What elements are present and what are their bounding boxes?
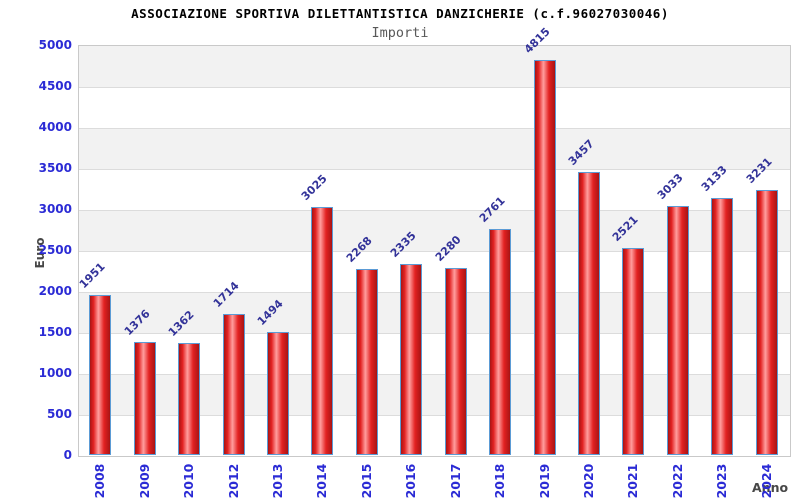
bar <box>755 190 778 455</box>
gridline <box>79 128 790 129</box>
y-tick-label: 1500 <box>38 325 72 339</box>
y-tick-label: 0 <box>63 448 72 462</box>
bar <box>533 60 556 455</box>
y-tick-label: 4500 <box>38 79 72 93</box>
bar <box>222 314 245 455</box>
bar <box>666 206 689 455</box>
gridline <box>79 210 790 211</box>
bar <box>489 228 512 455</box>
bar <box>178 343 201 455</box>
bar <box>311 206 334 455</box>
y-tick-label: 3000 <box>38 202 72 216</box>
x-tick-label: 2022 <box>669 463 685 499</box>
bar <box>89 295 112 455</box>
x-tick-label: 2009 <box>136 463 152 499</box>
x-tick-label: 2010 <box>181 463 197 499</box>
x-tick-label: 2015 <box>358 463 374 499</box>
chart-title: ASSOCIAZIONE SPORTIVA DILETTANTISTICA DA… <box>131 6 669 21</box>
x-axis-title: Anno <box>752 480 789 495</box>
bar <box>133 342 156 455</box>
gridline <box>79 87 790 88</box>
gridline <box>79 415 790 416</box>
x-tick-label: 2014 <box>314 463 330 499</box>
y-tick-label: 2000 <box>38 284 72 298</box>
x-tick-label: 2023 <box>714 463 730 499</box>
x-tick-label: 2020 <box>581 463 597 499</box>
y-tick-label: 5000 <box>38 38 72 52</box>
chart-subtitle: Importi <box>371 25 429 41</box>
bar <box>444 268 467 455</box>
x-tick-label: 2024 <box>758 463 774 499</box>
bar <box>266 332 289 455</box>
x-tick-label: 2019 <box>536 463 552 499</box>
y-tick-label: 2500 <box>38 243 72 257</box>
y-tick-label: 1000 <box>38 366 72 380</box>
x-tick-label: 2008 <box>92 463 108 499</box>
gridline <box>79 251 790 252</box>
x-tick-label: 2018 <box>492 463 508 499</box>
x-tick-label: 2021 <box>625 463 641 499</box>
x-tick-label: 2012 <box>225 463 241 499</box>
y-tick-label: 3500 <box>38 161 72 175</box>
y-tick-label: 500 <box>46 407 72 421</box>
y-tick-label: 4000 <box>38 120 72 134</box>
x-tick-label: 2016 <box>403 463 419 499</box>
x-tick-label: 2013 <box>269 463 285 499</box>
bar <box>400 263 423 455</box>
gridline <box>79 169 790 170</box>
bar <box>578 171 601 455</box>
x-tick-label: 2017 <box>447 463 463 499</box>
bar <box>355 269 378 455</box>
gridline <box>79 374 790 375</box>
bar <box>622 248 645 455</box>
gridline <box>79 292 790 293</box>
gridline <box>79 333 790 334</box>
bar <box>711 198 734 455</box>
